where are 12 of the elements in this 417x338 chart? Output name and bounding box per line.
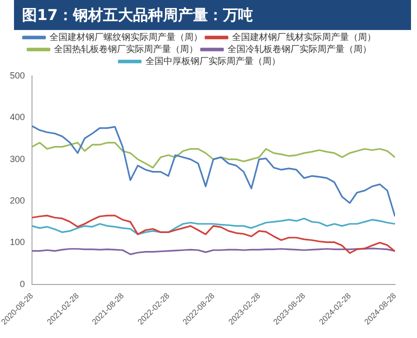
- y-tick-label: 200: [10, 195, 25, 206]
- y-tick-label: 400: [10, 112, 25, 122]
- chart-title: 图17：钢材五大品种周产量：万吨: [14, 0, 411, 30]
- legend-label: 全国建材钢厂螺纹钢实际周产量（周）: [50, 32, 202, 43]
- legend-label: 全国冷轧板卷钢厂实际周产量（周）: [228, 44, 372, 55]
- legend-label: 全国建材钢厂线材实际周产量（周）: [232, 32, 376, 43]
- y-tick-label: 0: [20, 278, 25, 289]
- legend-label: 全国热轧板卷钢厂实际周产量（周）: [54, 44, 198, 55]
- y-tick-label: 500: [10, 70, 25, 80]
- y-tick-label: 100: [10, 237, 25, 248]
- legend-label: 全国中厚板钢厂实际周产量（周）: [145, 56, 280, 67]
- y-tick-label: 300: [10, 154, 25, 164]
